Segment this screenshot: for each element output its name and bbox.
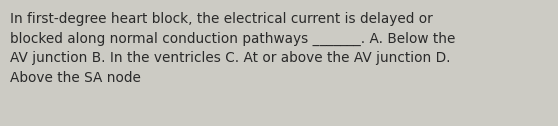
Text: In first-degree heart block, the electrical current is delayed or
blocked along : In first-degree heart block, the electri…: [10, 12, 455, 85]
